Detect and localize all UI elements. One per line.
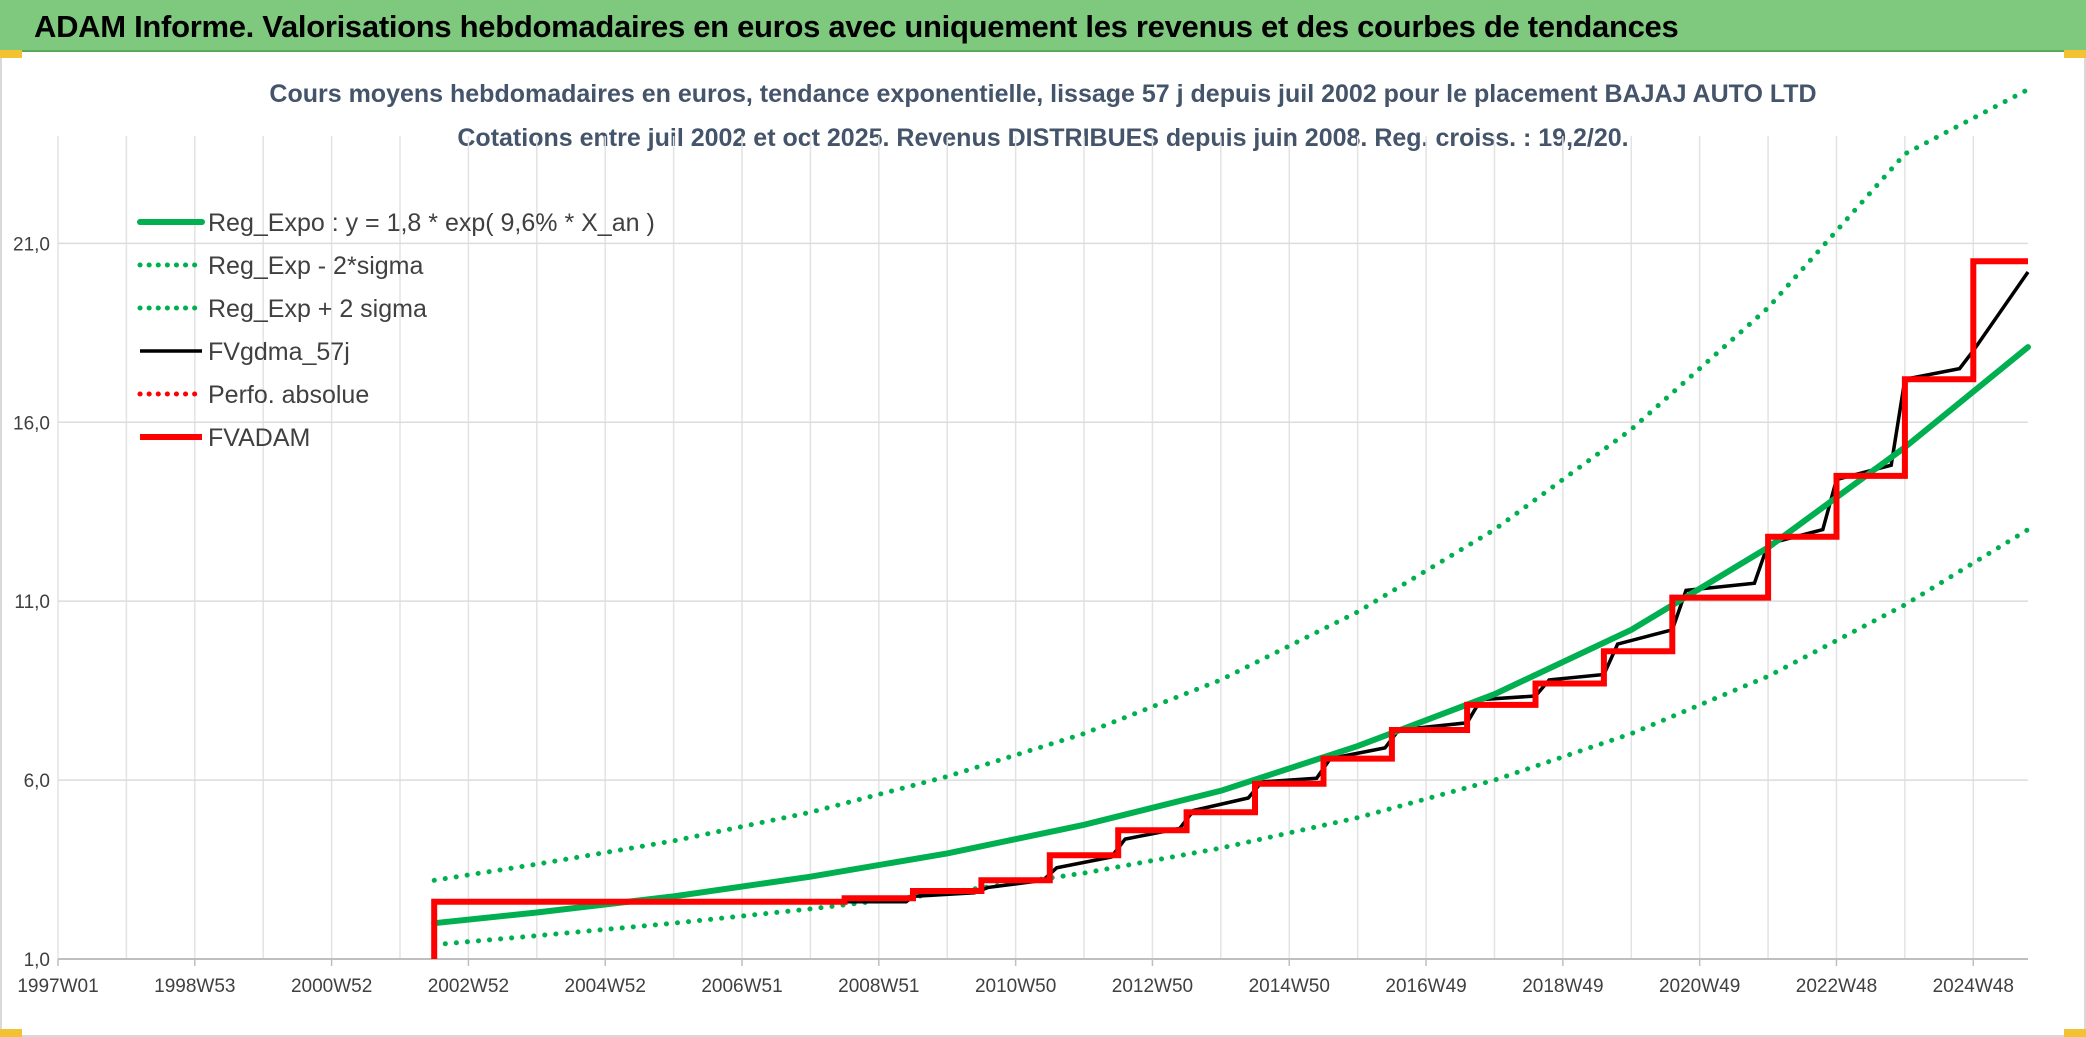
legend-label: FVADAM [208,424,310,452]
x-tick-label: 2020W49 [1659,976,1740,997]
legend-label: Reg_Exp - 2*sigma [208,252,423,280]
corner-marker [0,1029,22,1037]
x-tick-label: 2012W50 [1112,976,1193,997]
x-tick-label: 2014W50 [1249,976,1330,997]
axes: 1,0 6,0 11,0 16,0 21,0 1997W01 1998W53 2000W52 2… [13,234,2028,997]
x-tick-label: 2024W48 [1933,976,2014,997]
corner-marker [2064,50,2086,58]
y-tick-label: 6,0 [24,771,50,792]
y-tick-label: 16,0 [13,413,50,434]
y-tick-label: 21,0 [13,234,50,255]
x-tick-label: 2000W52 [291,976,372,997]
x-tick-label: 2002W52 [428,976,509,997]
x-tick-label: 2022W48 [1796,976,1877,997]
grid-lines [57,136,2028,960]
x-tick-label: 2006W51 [701,976,782,997]
chart-title: Cours moyens hebdomadaires en euros, ten… [269,80,1816,108]
x-tick-label: 1998W53 [154,976,235,997]
legend-label: Reg_Exp + 2 sigma [208,295,427,323]
series-line-5 [431,258,2028,959]
x-tick-label: 2008W51 [838,976,919,997]
legend-label: Perfo. absolue [208,381,369,409]
y-tick-label: 11,0 [14,592,50,613]
x-tick-label: 2010W50 [975,976,1056,997]
x-tick-label: 2004W52 [565,976,646,997]
x-tick-label: 2016W49 [1385,976,1466,997]
chart-subtitle: Cotations entre juil 2002 et oct 2025. R… [457,124,1628,152]
legend-label: FVgdma_57j [208,338,350,366]
corner-marker [2064,1029,2086,1037]
x-tick-label: 1997W01 [17,976,98,997]
report-banner: ADAM Informe. Valorisations hebdomadaire… [0,0,2086,52]
report-title: ADAM Informe. Valorisations hebdomadaire… [34,9,1679,44]
series-line-1 [431,527,2031,948]
x-tick-label: 2018W49 [1522,976,1603,997]
series-line-2 [431,87,2031,883]
line-chart: Cours moyens hebdomadaires en euros, ten… [13,80,2031,997]
y-tick-label: 1,0 [24,950,50,971]
corner-marker [0,50,22,58]
legend: Reg_Expo : y = 1,8 * exp( 9,6% * X_an ) R… [137,209,655,452]
legend-label: Reg_Expo : y = 1,8 * exp( 9,6% * X_an ) [208,209,655,237]
series-lines [431,87,2031,959]
